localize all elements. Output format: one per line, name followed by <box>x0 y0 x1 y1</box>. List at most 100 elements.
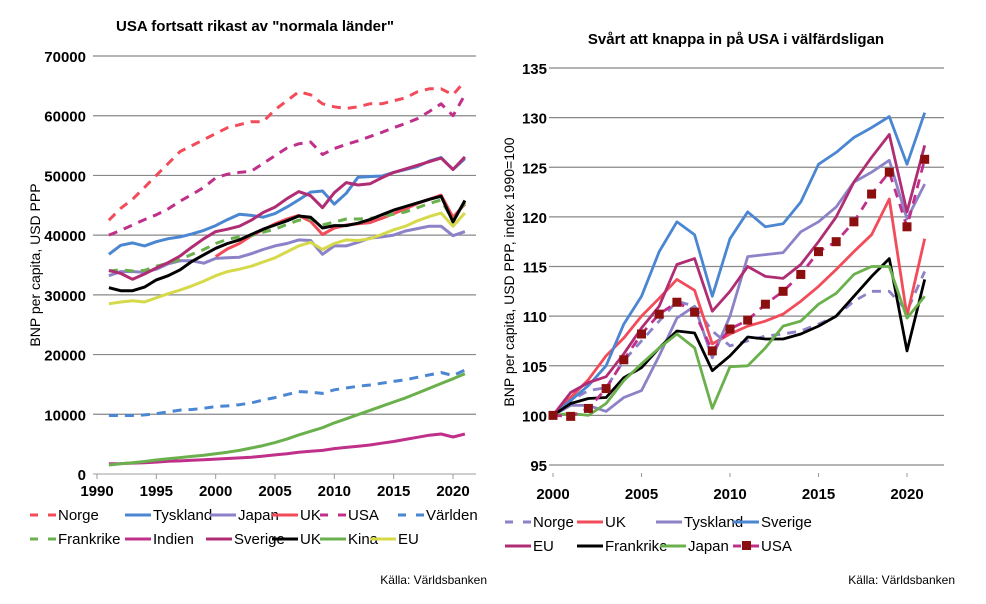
series-marker-usa <box>867 189 877 199</box>
legend-item-usa: USA <box>320 507 379 524</box>
left-y-axis-label: BNP per capita, USD PPP <box>27 183 43 346</box>
legend-label: Norge <box>58 507 99 524</box>
x-tick-label: 2015 <box>802 486 835 503</box>
x-tick-label: 2020 <box>436 483 469 500</box>
legend-item-japan: Japan <box>660 538 729 555</box>
right-chart: Svårt att knappa in på USA i välfärdslig… <box>501 31 955 587</box>
left-chart-title: USA fortsatt rikast av "normala länder" <box>116 18 394 35</box>
legend-item-varlden: Världen <box>398 507 478 524</box>
y-tick-label: 70000 <box>44 49 86 66</box>
legend-label: Sverige <box>761 514 812 531</box>
series-marker-usa <box>566 411 576 421</box>
left-x-tick-labels: 1990 1995 2000 2005 2010 2015 2020 <box>80 474 470 500</box>
legend-item-eu: EU <box>370 531 419 548</box>
y-tick-label: 115 <box>523 260 547 277</box>
y-tick-label: 30000 <box>44 288 86 305</box>
series-marker-usa <box>831 237 841 247</box>
series-line-usa <box>108 94 467 237</box>
series-marker-usa <box>902 222 912 232</box>
series-line-japan <box>552 265 926 417</box>
series-marker-usa <box>778 286 788 296</box>
series-line-uk <box>108 194 467 293</box>
legend-label: Världen <box>426 507 478 524</box>
left-legend: Norge Tyskland Japan UK USA Världen Frankrike I… <box>30 507 478 548</box>
legend-label: UK <box>300 531 321 548</box>
series-line-tyskland <box>552 158 926 417</box>
series-line-norge <box>107 80 467 222</box>
legend-item-tyskland: Tyskland <box>125 507 212 524</box>
right-series-lines <box>548 112 930 421</box>
y-tick-label: 50000 <box>44 168 86 185</box>
legend-label: Tyskland <box>153 507 212 524</box>
y-tick-label: 10000 <box>44 407 86 424</box>
x-tick-label: 2000 <box>199 483 232 500</box>
legend-item-norge: Norge <box>30 507 99 524</box>
y-tick-label: 0 <box>78 467 86 484</box>
series-line-frankrike <box>552 257 927 417</box>
right-y-tick-labels: 95 100 105 110 115 120 125 130 135 <box>522 61 547 475</box>
series-marker-usa <box>637 329 646 339</box>
series-marker-usa <box>583 403 593 413</box>
legend-label: USA <box>761 538 792 555</box>
series-line-frankrike <box>108 198 467 273</box>
series-marker-usa <box>920 154 930 164</box>
legend-item-sverige: Sverige <box>733 514 812 531</box>
series-marker-usa <box>654 309 664 319</box>
series-marker-usa <box>707 346 717 356</box>
y-tick-label: 105 <box>522 359 547 376</box>
legend-item-uk: UK <box>272 507 321 524</box>
legend-item-tyskland: Tyskland <box>656 514 743 531</box>
y-tick-label: 130 <box>522 111 547 128</box>
series-line-eu <box>551 133 927 417</box>
legend-label: UK <box>605 514 626 531</box>
y-tick-label: 120 <box>522 210 547 227</box>
series-marker-usa <box>690 307 700 317</box>
x-tick-label: 2005 <box>258 483 291 500</box>
right-chart-title: Svårt att knappa in på USA i välfärdslig… <box>588 31 884 48</box>
right-source-note: Källa: Världsbanken <box>848 573 955 587</box>
series-marker-usa <box>601 384 611 394</box>
y-tick-label: 95 <box>530 458 547 475</box>
series-line-kina <box>108 372 466 467</box>
series-marker-usa <box>672 297 682 307</box>
legend-item-indien: Indien <box>125 531 194 548</box>
legend-label: EU <box>398 531 419 548</box>
right-legend: Norge UK Tyskland Sverige EU Frankrike Japan US… <box>505 514 812 555</box>
right-y-axis-label: BNP per capita, USD PPP, index 1990=100 <box>501 137 517 406</box>
legend-item-uk: UK <box>577 514 626 531</box>
series-line-indien <box>108 432 466 466</box>
x-tick-label: 2010 <box>318 483 351 500</box>
series-line-usa <box>552 158 927 418</box>
series-marker-usa <box>548 410 558 420</box>
y-tick-label: 40000 <box>44 228 86 245</box>
series-line-eu <box>108 211 467 306</box>
legend-label: Tyskland <box>684 514 743 531</box>
legend-label: Norge <box>533 514 574 531</box>
y-tick-label: 60000 <box>44 109 86 126</box>
x-tick-label: 2005 <box>625 486 658 503</box>
x-tick-label: 2020 <box>890 486 923 503</box>
x-tick-label: 2015 <box>377 483 410 500</box>
y-tick-label: 100 <box>522 408 547 425</box>
series-marker-usa <box>884 167 894 177</box>
series-marker-usa <box>849 217 859 227</box>
legend-item-usa: USA <box>733 538 792 555</box>
x-tick-label: 2010 <box>713 486 746 503</box>
y-tick-label: 110 <box>523 309 547 326</box>
series-marker-usa <box>814 247 823 257</box>
series-line-varlden <box>108 368 466 417</box>
right-x-tick-labels: 2000 2005 2010 2015 2020 <box>536 473 924 503</box>
legend-label: EU <box>533 538 554 555</box>
legend-label: Japan <box>238 507 279 524</box>
legend-item-japan: Japan <box>210 507 279 524</box>
series-marker-usa <box>619 355 629 365</box>
legend-label: UK <box>300 507 321 524</box>
y-tick-label: 135 <box>522 61 547 78</box>
y-tick-label: 20000 <box>44 348 86 365</box>
legend-label: Japan <box>688 538 729 555</box>
legend-item-kina: Kina <box>320 531 379 548</box>
series-marker-usa <box>796 269 806 279</box>
legend-label: Kina <box>348 531 379 548</box>
series-line-norge <box>552 270 926 417</box>
